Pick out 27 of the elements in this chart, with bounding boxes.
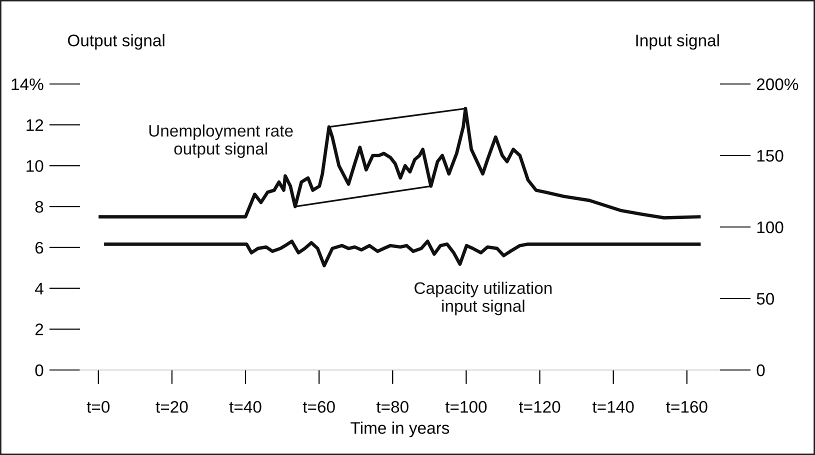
x-tick-label: t=120: [518, 400, 560, 413]
y2-tick-label: 100: [757, 221, 784, 234]
y2-tick-label: 50: [756, 292, 774, 305]
y-axis-title: Output signal: [68, 34, 164, 50]
y2-tick-label: 0: [756, 364, 765, 376]
y-tick-label: 2: [35, 324, 44, 336]
x-tick-label: t=160: [666, 400, 708, 413]
x-tick-label: t=0: [86, 400, 110, 413]
y-tick-label: 8: [35, 200, 44, 213]
y-tick-label: 14%: [12, 78, 44, 90]
series-label: Capacity utilization input signal: [414, 282, 552, 316]
y-tick-label: 0: [35, 364, 44, 376]
x-tick-label: t=80: [376, 400, 408, 413]
x-tick-label: t=20: [156, 400, 188, 413]
y2-tick-label: 200%: [756, 78, 798, 90]
y-tick-label: 10: [26, 160, 44, 172]
y-tick-label: 6: [35, 242, 44, 254]
y-tick-label: 12: [26, 119, 44, 131]
x-tick-label: t=40: [229, 400, 262, 413]
y-tick-label: 4: [35, 282, 44, 294]
x-tick-label: t=60: [302, 400, 335, 413]
x-tick-label: t=140: [592, 400, 634, 413]
x-tick-label: t=100: [445, 400, 487, 413]
x-axis-title: Time in years: [350, 422, 450, 438]
y2-axis-title: Input signal: [636, 34, 719, 50]
series-label: Unemployment rate output signal: [149, 124, 293, 158]
y2-tick-label: 150: [757, 150, 784, 162]
